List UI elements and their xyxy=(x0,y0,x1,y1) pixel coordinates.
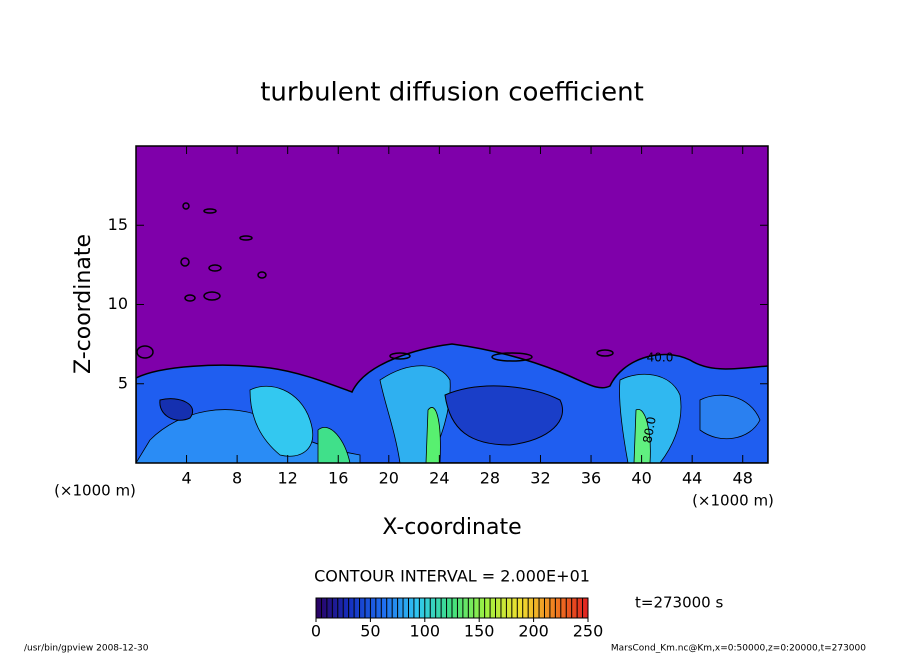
contour-interval: CONTOUR INTERVAL = 2.000E+01 xyxy=(314,567,590,586)
contour-label: 40.0 xyxy=(647,351,674,365)
x-tick-label: 20 xyxy=(379,469,399,488)
field-region xyxy=(159,398,193,421)
field-region xyxy=(699,394,761,439)
x-tick-label: 44 xyxy=(682,469,702,488)
field-region xyxy=(444,385,563,446)
colorbar-tick-label: 100 xyxy=(410,622,441,641)
x-unit: (×1000 m) xyxy=(692,492,774,510)
colorbar-tick-label: 150 xyxy=(464,622,495,641)
footer-left: /usr/bin/gpview 2008-12-30 xyxy=(24,644,149,654)
y-unit: (×1000 m) xyxy=(54,482,136,500)
x-tick-label: 12 xyxy=(278,469,298,488)
x-tick-label: 48 xyxy=(733,469,753,488)
y-tick-label: 10 xyxy=(108,294,128,313)
colorbar-tick-label: 0 xyxy=(311,622,321,641)
x-tick-label: 32 xyxy=(530,469,550,488)
y-tick-label: 5 xyxy=(118,373,128,392)
colorbar-tick-label: 200 xyxy=(518,622,549,641)
time-label: t=273000 s xyxy=(635,594,723,612)
colorbar-tick-label: 50 xyxy=(360,622,380,641)
colorbar-tick-label: 250 xyxy=(573,622,604,641)
x-tick-label: 40 xyxy=(631,469,651,488)
contour-label: 80.0 xyxy=(640,416,658,445)
x-axis-label: X-coordinate xyxy=(382,515,521,540)
x-tick-label: 16 xyxy=(328,469,348,488)
x-tick-label: 28 xyxy=(480,469,500,488)
x-tick-label: 4 xyxy=(181,469,191,488)
x-tick-label: 8 xyxy=(232,469,242,488)
y-tick-label: 15 xyxy=(108,215,128,234)
y-axis-label: Z-coordinate xyxy=(71,234,96,374)
x-tick-label: 36 xyxy=(581,469,601,488)
x-tick-label: 24 xyxy=(429,469,449,488)
colorbar-levels xyxy=(320,598,584,618)
field-region xyxy=(249,385,313,457)
contour-field xyxy=(136,202,768,463)
footer-right: MarsCond_Km.nc@Km,x=0:50000,z=0:20000,t=… xyxy=(611,644,866,654)
chart-title: turbulent diffusion coefficient xyxy=(260,78,644,108)
small-contours xyxy=(136,202,614,362)
